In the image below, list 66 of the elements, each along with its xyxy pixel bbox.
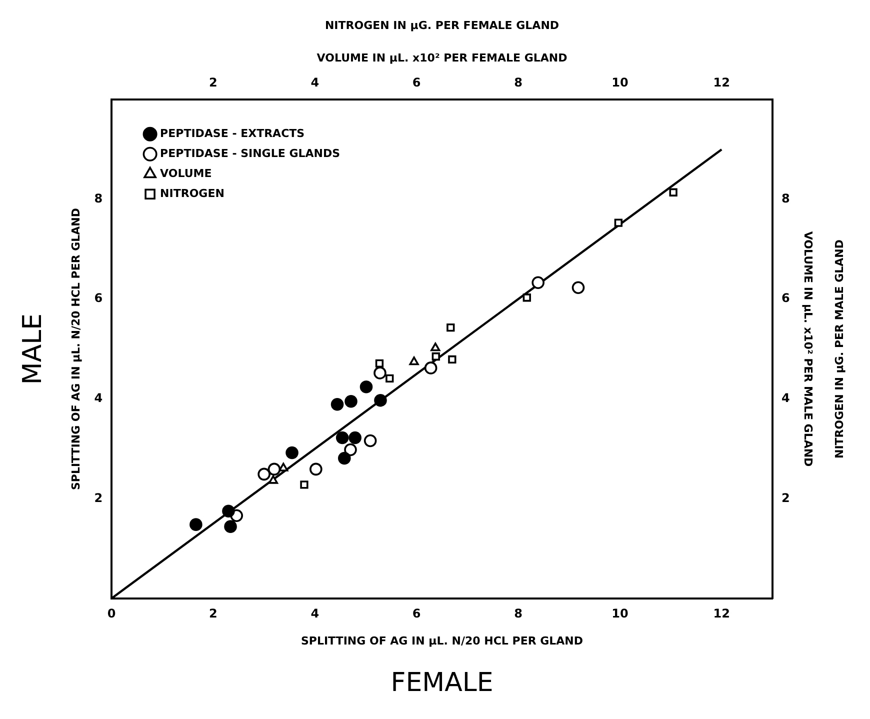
x-tick-label: 12 bbox=[713, 606, 730, 621]
legend-label: PEPTIDASE - EXTRACTS bbox=[160, 126, 305, 140]
point bbox=[310, 462, 322, 476]
point bbox=[448, 355, 456, 364]
y-tick-label: 2 bbox=[94, 490, 103, 505]
point bbox=[338, 452, 351, 465]
x-tick-label: 4 bbox=[310, 606, 320, 621]
point bbox=[286, 446, 298, 460]
x-tick-label: 2 bbox=[209, 606, 218, 621]
x2-tick-label: 6 bbox=[412, 76, 421, 90]
x-tick-label: 8 bbox=[514, 606, 522, 621]
point bbox=[344, 443, 357, 456]
x2-axis-title: VOLUME IN μL. x10² PER FEMALE GLAND bbox=[316, 51, 568, 64]
point bbox=[336, 431, 349, 444]
x2-tick-label: 2 bbox=[209, 76, 218, 90]
point bbox=[268, 475, 278, 484]
x2-tick-label: 8 bbox=[514, 76, 522, 90]
point bbox=[432, 352, 440, 361]
point bbox=[330, 398, 344, 411]
y-tick-label: 8 bbox=[94, 191, 103, 206]
point bbox=[572, 281, 585, 294]
point bbox=[669, 188, 678, 196]
point bbox=[344, 394, 358, 408]
text: FEMALE bbox=[390, 668, 494, 698]
x-tick-label: 6 bbox=[412, 606, 421, 621]
y-tick-label: 4 bbox=[94, 391, 103, 406]
y2-tick-label: 6 bbox=[781, 291, 790, 306]
point bbox=[409, 356, 419, 366]
point bbox=[258, 468, 270, 481]
legend-label: VOLUME bbox=[160, 166, 212, 180]
point bbox=[424, 362, 438, 374]
point bbox=[430, 342, 440, 352]
point bbox=[190, 518, 202, 531]
y2-tick-label: 2 bbox=[781, 490, 790, 505]
point bbox=[446, 323, 455, 332]
text: MALE bbox=[18, 313, 48, 385]
point bbox=[222, 504, 235, 518]
x2-tick-label: 4 bbox=[310, 76, 320, 90]
y2-tick-label: 4 bbox=[781, 391, 790, 406]
point bbox=[360, 380, 373, 394]
point bbox=[300, 480, 308, 489]
point bbox=[375, 359, 384, 368]
y2-tick-label: 8 bbox=[781, 191, 790, 206]
x-tick-label: 10 bbox=[612, 606, 628, 621]
legend-label: NITROGEN bbox=[160, 186, 224, 200]
x-tick-label: 0 bbox=[107, 606, 116, 621]
y2-axis-title: VOLUME IN μL. x10² PER MALE GLAND bbox=[802, 231, 815, 467]
text: NITROGEN IN μG. PER MALE GLAND bbox=[832, 239, 846, 459]
point bbox=[522, 294, 531, 302]
point bbox=[532, 276, 544, 290]
point bbox=[364, 434, 377, 448]
point bbox=[224, 520, 237, 533]
point bbox=[614, 218, 622, 227]
x2-tick-label: 12 bbox=[713, 76, 730, 90]
point bbox=[268, 462, 281, 476]
point bbox=[348, 431, 362, 444]
point bbox=[278, 462, 288, 472]
text: NITROGEN IN μG. PER FEMALE GLAND bbox=[324, 18, 560, 32]
point bbox=[374, 366, 386, 380]
x2-tick-label: 10 bbox=[612, 76, 628, 90]
y-tick-label: 6 bbox=[94, 291, 103, 306]
x-axis-title: SPLITTING OF AG IN μL. N/20 HCL PER GLAND bbox=[300, 634, 584, 648]
point bbox=[386, 374, 394, 383]
point bbox=[374, 394, 387, 407]
y-axis-title: SPLITTING OF AG IN μL. N/20 HCL PER GLAND bbox=[69, 208, 82, 490]
legend-label: PEPTIDASE - SINGLE GLANDS bbox=[160, 146, 340, 160]
